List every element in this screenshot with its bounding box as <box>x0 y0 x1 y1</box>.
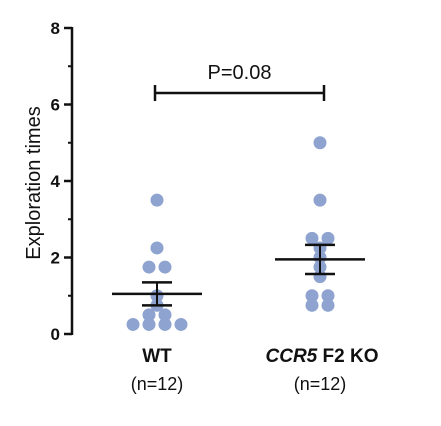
data-point-1-3 <box>321 231 335 245</box>
category-label-italic-1: CCR5 <box>266 346 318 367</box>
data-point-1-2 <box>305 231 319 245</box>
data-point-1-10 <box>305 298 319 312</box>
category-label-0: WT <box>142 346 172 367</box>
data-point-0-6 <box>142 308 156 322</box>
data-point-0-9 <box>142 317 156 331</box>
significance-annotation: P=0.08 <box>153 62 326 102</box>
data-point-0-10 <box>158 317 172 331</box>
y-tick-label-0: 0 <box>51 325 60 344</box>
y-axis: 0 2 4 6 8 <box>51 19 74 344</box>
x-axis-categories: WT (n=12) CCR5 F2 KO (n=12) <box>131 346 379 394</box>
y-tick-label-2: 4 <box>51 172 61 191</box>
significance-bracket <box>153 85 326 102</box>
p-value-label: P=0.08 <box>208 62 272 84</box>
data-point-0-0 <box>150 193 164 207</box>
mean-sem-bars <box>112 243 365 307</box>
data-point-0-11 <box>174 317 188 331</box>
data-point-0-1 <box>150 241 164 255</box>
y-tick-label-3: 6 <box>51 96 60 115</box>
category-n-label-1: (n=12) <box>294 374 347 394</box>
data-point-1-1 <box>313 193 327 207</box>
y-tick-label-4: 8 <box>51 19 60 38</box>
category-label-1: CCR5 F2 KO <box>266 346 379 367</box>
data-point-0-3 <box>158 260 172 274</box>
data-point-0-2 <box>142 260 156 274</box>
data-point-1-11 <box>321 298 335 312</box>
data-point-0-7 <box>158 308 172 322</box>
data-point-0-8 <box>126 317 140 331</box>
category-label-rest-1: F2 KO <box>317 346 378 367</box>
category-n-label-0: (n=12) <box>131 374 184 394</box>
y-tick-label-1: 2 <box>51 249 60 268</box>
y-axis-title: Exploration times <box>23 106 45 259</box>
data-point-1-8 <box>305 289 319 303</box>
data-point-1-0 <box>313 136 327 150</box>
data-point-1-9 <box>321 289 335 303</box>
data-points <box>126 136 335 331</box>
